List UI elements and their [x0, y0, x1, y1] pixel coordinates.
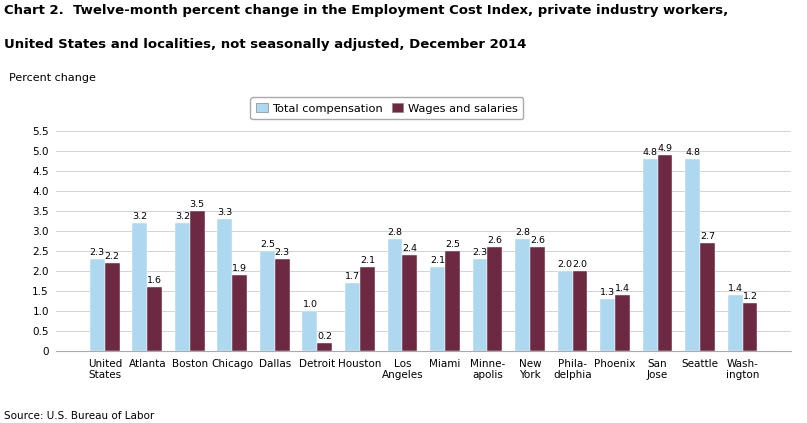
Text: 4.9: 4.9	[658, 144, 672, 153]
Text: 4.8: 4.8	[685, 148, 700, 157]
Text: 1.9: 1.9	[232, 264, 247, 273]
Text: 2.5: 2.5	[260, 240, 275, 249]
Text: 2.1: 2.1	[360, 256, 374, 265]
Bar	[317, 343, 332, 351]
Text: 2.6: 2.6	[487, 236, 503, 245]
Bar	[572, 271, 587, 351]
Bar	[217, 219, 232, 351]
Text: 3.3: 3.3	[217, 208, 232, 217]
Text: 2.0: 2.0	[558, 260, 572, 269]
Bar	[530, 247, 545, 351]
Bar	[700, 243, 715, 351]
Text: 2.3: 2.3	[472, 248, 487, 257]
Bar	[132, 223, 147, 351]
Bar	[232, 275, 247, 351]
Text: Source: U.S. Bureau of Labor: Source: U.S. Bureau of Labor	[4, 411, 154, 421]
Text: 0.2: 0.2	[317, 332, 332, 341]
Text: 2.6: 2.6	[530, 236, 545, 245]
Bar	[658, 155, 672, 351]
Text: 1.0: 1.0	[303, 300, 317, 309]
Bar	[147, 287, 162, 351]
Bar	[105, 263, 119, 351]
Text: 1.2: 1.2	[742, 292, 758, 301]
Text: 2.3: 2.3	[274, 248, 290, 257]
Text: 3.2: 3.2	[132, 212, 148, 221]
Text: 2.5: 2.5	[445, 240, 460, 249]
Bar	[558, 271, 572, 351]
Bar	[473, 259, 487, 351]
Text: 2.2: 2.2	[105, 252, 119, 261]
Text: Percent change: Percent change	[9, 73, 96, 83]
Bar	[742, 303, 758, 351]
Bar	[345, 283, 360, 351]
Legend: Total compensation, Wages and salaries: Total compensation, Wages and salaries	[250, 97, 524, 119]
Text: 1.6: 1.6	[147, 276, 162, 285]
Text: 2.3: 2.3	[90, 248, 105, 257]
Bar	[175, 223, 190, 351]
Text: 3.2: 3.2	[175, 212, 190, 221]
Bar	[487, 247, 502, 351]
Bar	[685, 159, 700, 351]
Bar	[600, 299, 615, 351]
Text: 4.8: 4.8	[642, 148, 658, 157]
Text: 3.5: 3.5	[190, 200, 205, 209]
Bar	[615, 295, 630, 351]
Text: 1.3: 1.3	[600, 288, 615, 297]
Bar	[260, 251, 275, 351]
Text: 1.4: 1.4	[615, 284, 630, 293]
Text: 2.7: 2.7	[700, 232, 715, 241]
Text: United States and localities, not seasonally adjusted, December 2014: United States and localities, not season…	[4, 38, 526, 51]
Bar	[303, 311, 317, 351]
Text: 2.8: 2.8	[387, 228, 403, 237]
Bar	[430, 267, 445, 351]
Text: 2.8: 2.8	[515, 228, 530, 237]
Text: 1.7: 1.7	[345, 272, 360, 281]
Text: Chart 2.  Twelve-month percent change in the Employment Cost Index, private indu: Chart 2. Twelve-month percent change in …	[4, 4, 728, 17]
Text: 2.4: 2.4	[403, 244, 417, 253]
Bar	[387, 239, 403, 351]
Bar	[403, 255, 417, 351]
Bar	[275, 259, 290, 351]
Bar	[445, 251, 460, 351]
Text: 2.0: 2.0	[572, 260, 587, 269]
Bar	[515, 239, 530, 351]
Text: 1.4: 1.4	[728, 284, 742, 293]
Bar	[360, 267, 374, 351]
Bar	[190, 211, 205, 351]
Bar	[90, 259, 105, 351]
Bar	[642, 159, 658, 351]
Bar	[728, 295, 742, 351]
Text: 2.1: 2.1	[430, 256, 445, 265]
